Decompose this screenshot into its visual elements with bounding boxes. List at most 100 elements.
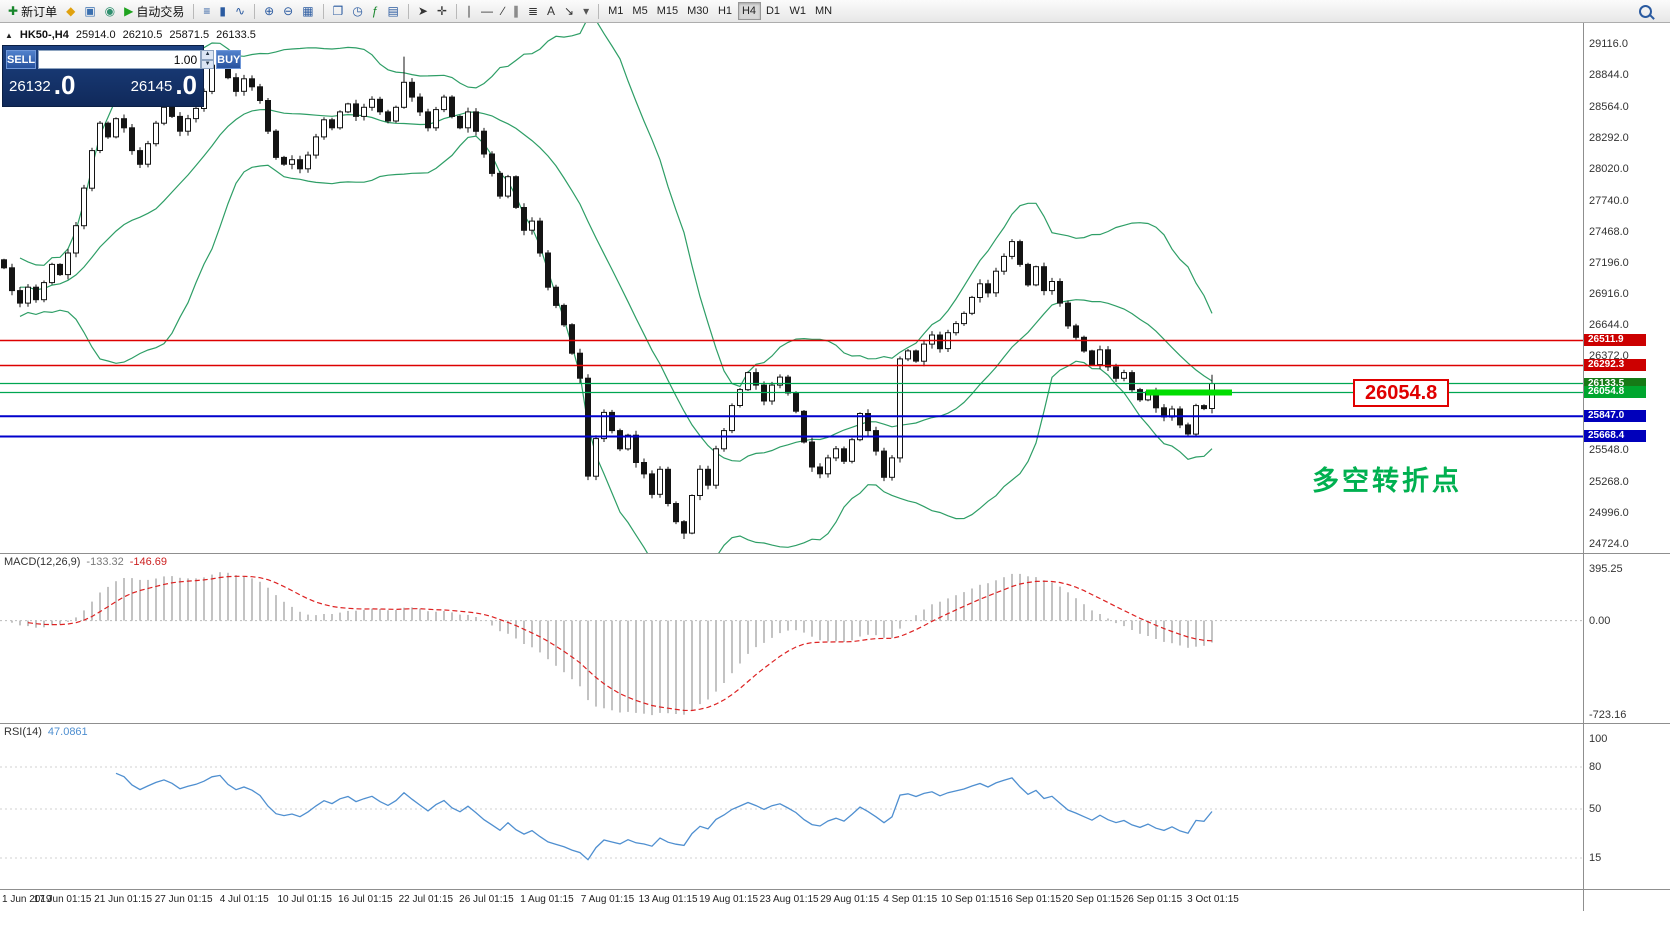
bar-chart-type-button[interactable]: ≡ xyxy=(199,2,214,21)
price-tick: 27740.0 xyxy=(1589,194,1629,207)
date-label: 27 Jun 01:15 xyxy=(154,894,213,905)
charts-profile-button[interactable]: ▣ xyxy=(80,2,99,21)
fibonacci-button[interactable]: ≣ xyxy=(524,2,542,21)
price-tick: 28564.0 xyxy=(1589,100,1629,113)
price-callout-label[interactable]: 26054.8 xyxy=(1353,379,1450,408)
timeframe-w1-button[interactable]: W1 xyxy=(786,2,811,20)
bollinger-upper-line xyxy=(19,23,1213,388)
panel-separator xyxy=(0,889,1670,890)
new-order-button[interactable]: ✚ 新订单 xyxy=(4,2,61,21)
rsi-tick: 80 xyxy=(1589,761,1602,773)
price-tick: 25548.0 xyxy=(1589,444,1629,457)
collapse-panel-icon[interactable]: ▲ xyxy=(5,30,13,40)
shapes-dropdown-button[interactable]: ▾ xyxy=(579,2,593,21)
main-toolbar: ✚ 新订单 ◆ ▣ ◉ ▶ 自动交易 ≡ ▮ ∿ ⊕ ⊖ ▦ ❐ ◷ ƒ ▤ ➤ ✛ ∣ — ∕ ∥ ≣ A ↘ ▾ M1 M5 M15 M… xyxy=(0,0,1670,23)
sell-price-dec: .0 xyxy=(53,70,76,100)
buy-price: 26145 .0 xyxy=(131,72,197,98)
chart-settings-icon: ▤ xyxy=(387,4,399,18)
channel-button[interactable]: ∥ xyxy=(509,2,523,21)
date-label: 1 Jun 2019 xyxy=(2,894,52,905)
news-button[interactable]: ◉ xyxy=(101,2,119,21)
highlight-segment[interactable] xyxy=(1146,389,1232,396)
vertical-line-button[interactable]: ∣ xyxy=(462,2,476,21)
channel-icon: ∥ xyxy=(512,4,519,18)
mql5-community-button[interactable]: ◆ xyxy=(62,2,79,21)
sell-price: 26132 .0 xyxy=(9,72,75,98)
date-label: 26 Sep 01:15 xyxy=(1122,894,1183,905)
auto-scroll-icon: ▦ xyxy=(302,4,314,18)
crosshair-button[interactable]: ✛ xyxy=(433,2,451,21)
one-click-trading-panel: SELL ▲ ▼ BUY 26132 .0 26145 .0 xyxy=(2,45,242,107)
zoom-out-button[interactable]: ⊖ xyxy=(279,2,297,21)
timeframe-h1-button[interactable]: H1 xyxy=(714,2,737,20)
panel-separator[interactable] xyxy=(0,723,1670,724)
bollinger-bands xyxy=(19,23,1213,553)
price-tick: 26916.0 xyxy=(1589,288,1629,301)
cursor-icon: ➤ xyxy=(417,4,428,18)
new-chart-button[interactable]: ❐ xyxy=(329,2,348,21)
macd-signal-line xyxy=(27,575,1213,712)
level-badge: 26133.5 xyxy=(1584,377,1646,390)
volume-down-button[interactable]: ▼ xyxy=(201,59,215,69)
price-chart-canvas[interactable] xyxy=(0,23,1583,553)
charts-profile-icon: ▣ xyxy=(84,4,96,18)
price-tick: 24724.0 xyxy=(1589,538,1629,550)
toolbar-separator xyxy=(193,3,195,19)
autotrading-icon: ▶ xyxy=(124,4,134,18)
date-label: 26 Jul 01:15 xyxy=(459,894,514,905)
toolbar-separator xyxy=(598,3,600,19)
timeframe-mn-button[interactable]: MN xyxy=(811,2,836,20)
date-label: 3 Oct 01:15 xyxy=(1187,894,1239,905)
autotrading-button[interactable]: ▶ 自动交易 xyxy=(120,2,188,21)
autotrading-button-label: 自动交易 xyxy=(136,4,185,19)
volume-input[interactable] xyxy=(38,50,202,69)
auto-scroll-button[interactable]: ▦ xyxy=(298,2,317,21)
sell-button[interactable]: SELL xyxy=(6,50,37,69)
turning-point-label[interactable]: 多空转折点 xyxy=(1312,466,1462,496)
trendline-button[interactable]: ∕ xyxy=(498,2,508,21)
cursor-button[interactable]: ➤ xyxy=(414,2,432,21)
date-label: 10 Jul 01:15 xyxy=(277,894,333,905)
volume-field: ▲ ▼ xyxy=(38,50,215,69)
macd-label: MACD(12,26,9) -133.32 -146.69 xyxy=(4,556,167,568)
bollinger-lower-line xyxy=(19,135,1213,553)
timeframe-m1-button[interactable]: M1 xyxy=(604,2,627,20)
fibonacci-icon: ≣ xyxy=(527,4,539,18)
horizontal-line-button[interactable]: — xyxy=(477,2,497,21)
timeframe-m30-button[interactable]: M30 xyxy=(683,2,712,20)
macd-panel-canvas[interactable] xyxy=(0,553,1583,723)
symbol-name: HK50-,H4 xyxy=(19,29,69,41)
toolbar-separator xyxy=(254,3,256,19)
chart-settings-button[interactable]: ▤ xyxy=(383,2,402,21)
text-tool-button[interactable]: A xyxy=(543,2,559,21)
date-label: 10 Sep 01:15 xyxy=(941,894,1001,905)
search-button[interactable] xyxy=(1635,2,1656,21)
arrows-tool-button[interactable]: ↘ xyxy=(560,2,578,21)
buy-button[interactable]: BUY xyxy=(216,50,242,69)
periods-button[interactable]: ◷ xyxy=(348,2,366,21)
line-chart-type-button[interactable]: ∿ xyxy=(231,2,249,21)
timeframe-h4-button[interactable]: H4 xyxy=(737,2,761,20)
indicators-button[interactable]: ƒ xyxy=(368,2,383,21)
sell-price-int: 26132 xyxy=(9,78,51,95)
date-label: 21 Jun 01:15 xyxy=(94,894,153,905)
chart-window: ▲ HK50-,H4 25914.0 26210.5 25871.5 26133… xyxy=(0,23,1670,942)
panel-separator[interactable] xyxy=(0,553,1670,554)
date-label: 22 Jul 01:15 xyxy=(398,894,454,905)
ohlc-close: 26133.5 xyxy=(216,29,256,41)
rsi-tick: 100 xyxy=(1589,733,1608,745)
timeframe-m15-button[interactable]: M15 xyxy=(653,2,682,20)
price-tick: 26372.0 xyxy=(1589,350,1629,363)
price-tick: 24996.0 xyxy=(1589,507,1629,520)
timeframe-m5-button[interactable]: M5 xyxy=(628,2,651,20)
zoom-in-button[interactable]: ⊕ xyxy=(260,2,278,21)
date-label: 17 Jun 01:15 xyxy=(33,894,92,905)
horizontal-line-icon: — xyxy=(480,4,493,18)
ohlc-open: 25914.0 xyxy=(75,29,116,41)
rsi-panel-canvas[interactable] xyxy=(0,723,1583,889)
timeframe-d1-button[interactable]: D1 xyxy=(762,2,785,20)
volume-up-button[interactable]: ▲ xyxy=(201,50,215,60)
date-label: 16 Sep 01:15 xyxy=(1001,894,1062,905)
candlestick-chart-type-button[interactable]: ▮ xyxy=(215,2,230,21)
new-chart-icon: ❐ xyxy=(332,4,344,18)
